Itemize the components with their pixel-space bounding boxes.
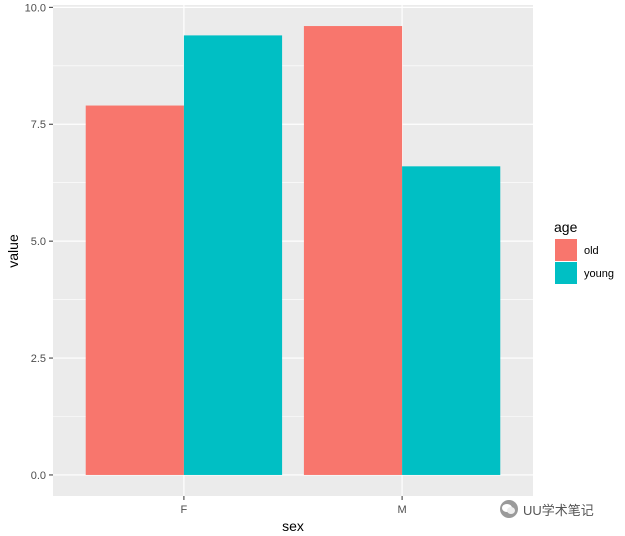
bar-old-F (85, 105, 184, 475)
bar-young-F (183, 35, 283, 475)
wechat-icon (500, 500, 518, 518)
bars (85, 26, 501, 475)
y-tick-label: 7.5 (31, 119, 46, 131)
legend-key-old (555, 239, 577, 261)
x-tick-label: M (398, 504, 407, 516)
legend-label-old: old (584, 245, 599, 257)
legend-label-young: young (584, 268, 614, 280)
watermark-text: UU学术笔记 (523, 502, 594, 518)
legend: age old young (554, 219, 614, 284)
y-tick-label: 2.5 (31, 353, 46, 365)
y-tick-label: 5.0 (31, 236, 46, 248)
x-tick-label: F (181, 504, 188, 516)
y-axis: 0.0 2.5 5.0 7.5 10.0 (25, 2, 53, 482)
watermark: UU学术笔记 (500, 498, 594, 520)
bar-old-M (303, 26, 403, 475)
x-axis-title: sex (282, 518, 304, 534)
y-tick-label: 0.0 (31, 470, 46, 482)
legend-key-young (555, 262, 577, 284)
y-tick-label: 10.0 (25, 2, 46, 14)
bar-young-M (402, 166, 501, 475)
y-axis-title: value (5, 234, 21, 268)
legend-title: age (554, 219, 578, 235)
